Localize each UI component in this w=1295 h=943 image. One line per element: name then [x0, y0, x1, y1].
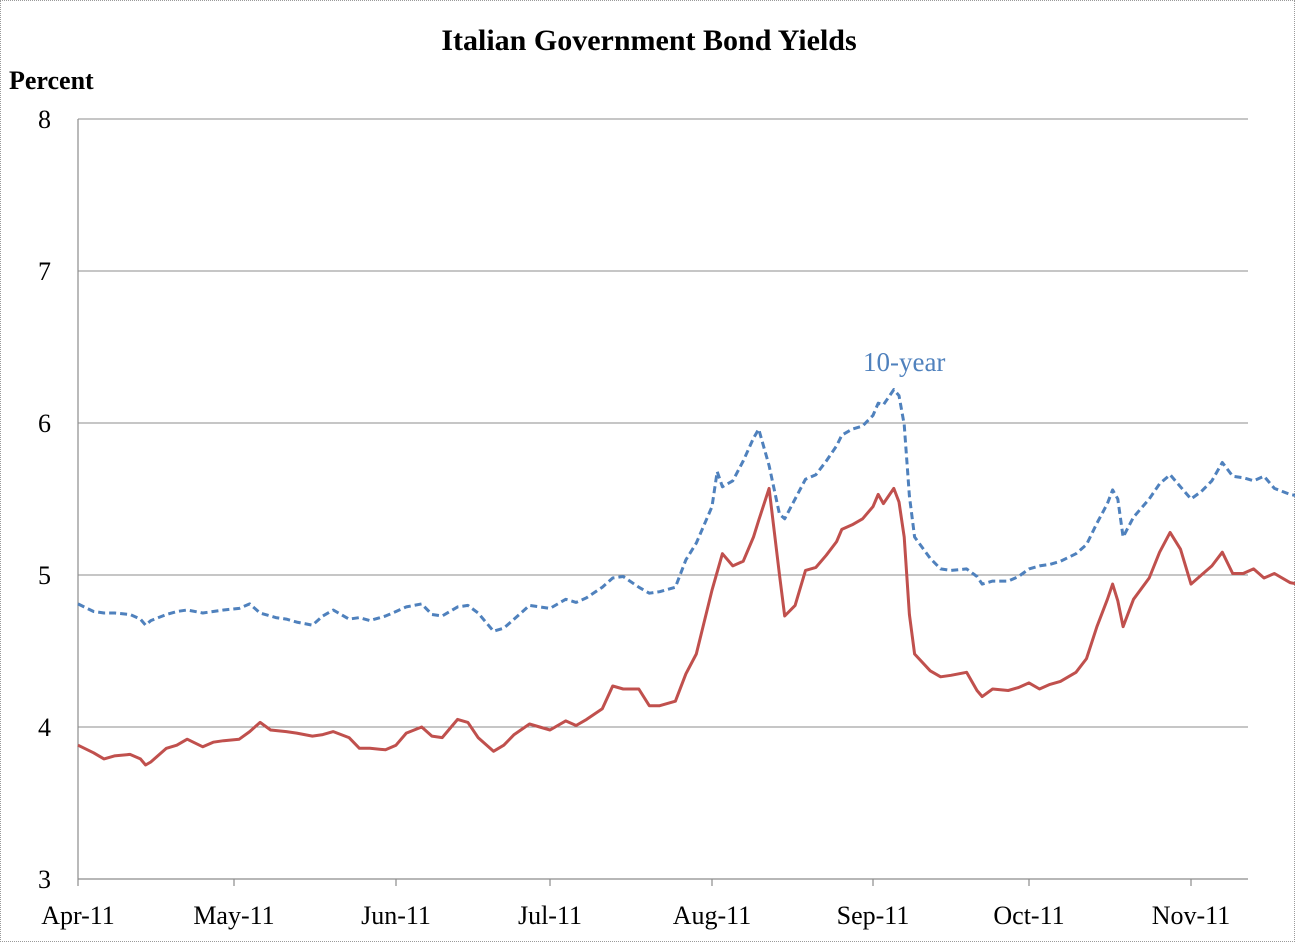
- chart-title: Italian Government Bond Yields: [441, 24, 856, 57]
- x-tick-label: Jun-11: [361, 901, 431, 930]
- x-tick-label: Oct-11: [993, 901, 1064, 930]
- x-tick-label: Aug-11: [673, 901, 751, 930]
- y-tick-label: 3: [38, 865, 51, 894]
- series-label-10-year: 10-year: [863, 347, 945, 377]
- x-tick-label: Jul-11: [518, 901, 582, 930]
- x-tick-label: Sep-11: [837, 901, 910, 930]
- x-tick-label: Apr-11: [41, 901, 115, 930]
- y-tick-label: 6: [38, 409, 51, 438]
- series-line-10-year: [77, 388, 1295, 633]
- gridlines: [78, 118, 1248, 728]
- y-tick-label: 7: [38, 257, 51, 286]
- y-axis-label: Percent: [9, 66, 94, 95]
- series-line-5-year: [77, 486, 1295, 767]
- y-tick-label: 5: [38, 561, 51, 590]
- y-tick-label: 4: [38, 713, 51, 742]
- x-tick-label: Nov-11: [1152, 901, 1230, 930]
- y-tick-label: 8: [38, 105, 51, 134]
- x-tick-label: May-11: [193, 901, 274, 930]
- axes: 3 4 5 6 7 8 Apr-11 May-11 Jun-11 Jul-11 Aug-11 Sep-…: [38, 105, 1248, 930]
- series-lines: [77, 388, 1295, 767]
- series-annotations: 10-year5-year: [863, 347, 945, 377]
